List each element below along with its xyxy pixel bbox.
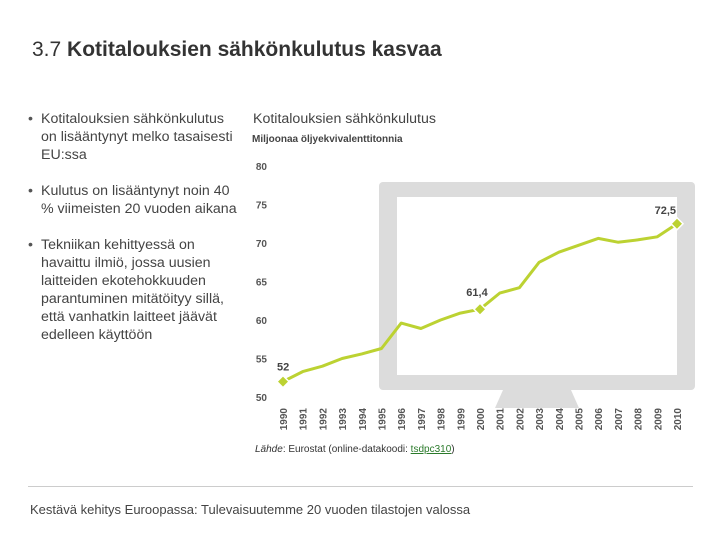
data-point-marker bbox=[275, 374, 291, 389]
y-tick-label: 65 bbox=[256, 278, 268, 289]
source-note: Lähde: Eurostat (online-datakoodi: tsdpc… bbox=[255, 444, 455, 455]
footer-text: Kestävä kehitys Euroopassa: Tulevaisuute… bbox=[30, 502, 471, 517]
chart-title: Kotitalouksien sähkönkulutus bbox=[253, 111, 436, 127]
x-tick-label: 1993 bbox=[338, 408, 349, 431]
x-tick-label: 2000 bbox=[476, 408, 487, 431]
y-tick-label: 55 bbox=[256, 355, 268, 366]
source-close: ) bbox=[451, 444, 455, 455]
source-text: : Eurostat (online-datakoodi: bbox=[282, 444, 411, 455]
monitor-stand bbox=[495, 390, 579, 408]
x-tick-label: 1990 bbox=[279, 408, 290, 431]
x-tick-label: 2003 bbox=[535, 408, 546, 431]
x-tick-label: 2009 bbox=[653, 408, 664, 431]
x-tick-label: 1996 bbox=[397, 408, 408, 431]
x-tick-label: 2007 bbox=[614, 408, 625, 431]
bullet-item: Kotitalouksien sähkönkulutus on lisäänty… bbox=[28, 110, 243, 164]
source-label: Lähde bbox=[255, 444, 283, 455]
y-tick-label: 60 bbox=[256, 316, 268, 327]
data-point-marker bbox=[669, 216, 685, 231]
data-label: 61,4 bbox=[466, 287, 488, 299]
x-tick-label: 2008 bbox=[634, 408, 645, 431]
x-tick-label: 1995 bbox=[378, 408, 389, 431]
bullet-item: Tekniikan kehittyessä on havaittu ilmiö,… bbox=[28, 236, 243, 344]
x-axis: 1990 1991 1992 1993 1994 1995 1996 1997 1998 1999… bbox=[279, 408, 684, 431]
data-labels: 52 61,4 72,5 bbox=[275, 205, 685, 389]
x-tick-label: 1991 bbox=[299, 408, 310, 431]
data-label: 72,5 bbox=[655, 205, 676, 217]
x-tick-label: 2002 bbox=[515, 408, 526, 431]
slide-title-text: Kotitalouksien sähkönkulutus kasvaa bbox=[67, 38, 442, 61]
y-tick-label: 80 bbox=[256, 162, 268, 173]
slide-number: 3.7 bbox=[32, 38, 62, 61]
x-tick-label: 1994 bbox=[358, 408, 369, 431]
bullet-list: Kotitalouksien sähkönkulutus on lisäänty… bbox=[28, 110, 243, 362]
x-tick-label: 2004 bbox=[555, 408, 566, 431]
data-label: 52 bbox=[277, 362, 289, 374]
y-axis: 50 55 60 65 70 75 80 bbox=[256, 162, 268, 404]
monitor-illustration bbox=[379, 182, 695, 408]
footer-divider bbox=[28, 486, 693, 487]
source-data-code-link[interactable]: tsdpc310 bbox=[410, 444, 452, 455]
x-tick-label: 1997 bbox=[417, 408, 428, 431]
x-tick-label: 2006 bbox=[594, 408, 605, 431]
y-tick-label: 75 bbox=[256, 201, 268, 212]
x-tick-label: 2005 bbox=[575, 408, 586, 431]
chart-subtitle: Miljoonaa öljyekvivalenttitonnia bbox=[252, 134, 403, 145]
x-tick-label: 1992 bbox=[318, 408, 329, 431]
slide-title: 3.7 Kotitalouksien sähkönkulutus kasvaa bbox=[32, 38, 442, 62]
data-point-marker bbox=[472, 302, 488, 317]
y-tick-label: 70 bbox=[256, 239, 268, 250]
x-tick-label: 1999 bbox=[456, 408, 467, 431]
monitor-screen bbox=[397, 197, 677, 375]
x-tick-label: 2001 bbox=[496, 408, 507, 431]
bullet-item: Kulutus on lisääntynyt noin 40 % viimeis… bbox=[28, 182, 243, 218]
x-tick-label: 2010 bbox=[673, 408, 684, 431]
y-tick-label: 50 bbox=[256, 393, 268, 404]
x-tick-label: 1998 bbox=[437, 408, 448, 431]
